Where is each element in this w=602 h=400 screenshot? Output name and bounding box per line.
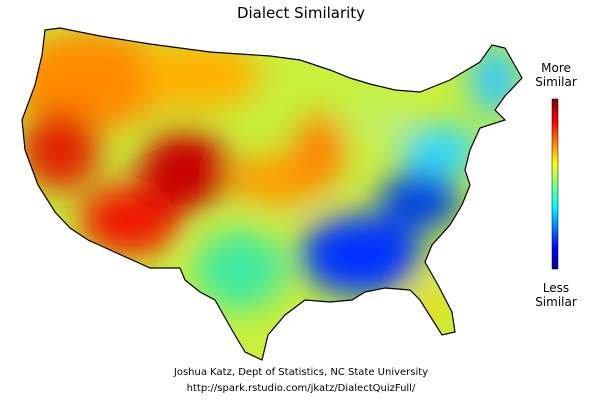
map-title: Dialect Similarity: [236, 4, 366, 22]
legend-high-label: More Similar: [535, 61, 577, 89]
credit-author: Joshua Katz, Dept of Statistics, NC Stat…: [173, 367, 429, 378]
credit-url: http://spark.rstudio.com/jkatz/DialectQu…: [186, 383, 416, 394]
legend-low-label: Less Similar: [535, 281, 577, 309]
color-scale: [551, 98, 559, 270]
